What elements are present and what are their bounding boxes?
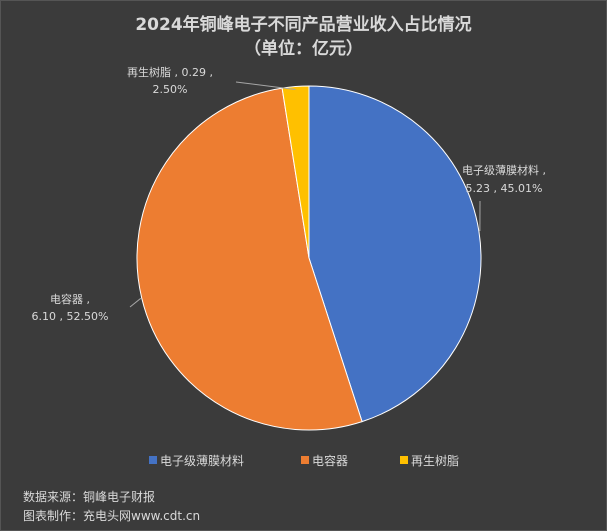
- source-note: 数据来源：铜峰电子财报: [23, 490, 156, 504]
- data-label-name-0: 电子级薄膜材料 ,: [462, 163, 546, 177]
- chart-title: 2024年铜峰电子不同产品营业收入占比情况: [135, 15, 472, 35]
- legend-swatch-2: [400, 456, 408, 464]
- data-label-name-1: 电容器 ,: [50, 292, 90, 306]
- leader-line-2: [235, 81, 296, 90]
- legend-label-2: 再生树脂: [411, 453, 459, 468]
- data-label-value-1: 6.10 , 52.50%: [32, 310, 109, 323]
- pie-slice-1: [136, 87, 363, 431]
- data-label-value-2: 2.50%: [153, 83, 188, 96]
- pie-slice-0: [308, 85, 482, 423]
- legend-label-1: 电容器: [312, 453, 348, 468]
- maker-note: 图表制作：充电头网www.cdt.cn: [23, 509, 201, 523]
- chart-subtitle: （单位：亿元）: [244, 39, 363, 59]
- leader-line-1: [129, 297, 142, 308]
- legend-swatch-1: [301, 456, 309, 464]
- legend-label-0: 电子级薄膜材料: [160, 453, 244, 468]
- data-label-name-2: 再生树脂 , 0.29 ,: [127, 65, 213, 79]
- data-label-value-0: 5.23 , 45.01%: [466, 182, 543, 195]
- legend-swatch-0: [149, 456, 157, 464]
